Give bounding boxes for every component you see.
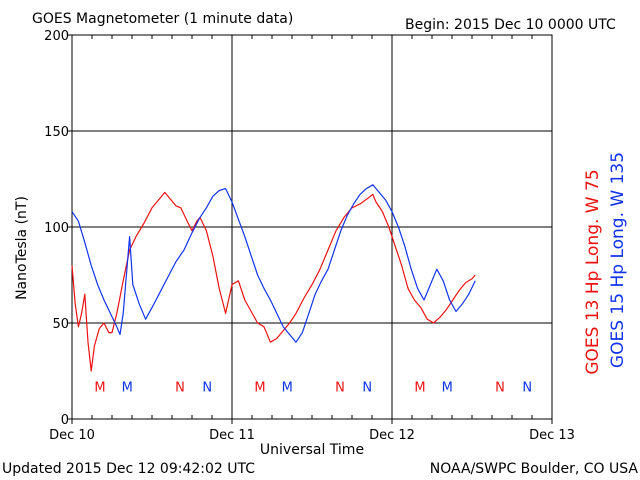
y-axis-ticks: 0 50 100 150 200	[44, 29, 72, 428]
goes15-midnight-marker: M	[282, 380, 293, 395]
goes13-noon-marker: N	[495, 380, 505, 395]
goes13-noon-marker: N	[335, 380, 345, 395]
series-layer	[71, 184, 476, 372]
y-tick-label: 200	[44, 29, 69, 44]
x-axis-label: Universal Time	[260, 442, 364, 458]
goes15-noon-marker: N	[202, 380, 212, 395]
goes13-noon-marker: N	[175, 380, 185, 395]
y-tick-label: 0	[61, 413, 69, 428]
series-goes13-line	[71, 191, 476, 372]
y-tick-label: 150	[44, 125, 69, 140]
goes13-midnight-marker: M	[414, 380, 425, 395]
goes15-midnight-marker: M	[442, 380, 453, 395]
updated-timestamp: Updated 2015 Dec 12 09:42:02 UTC	[2, 461, 255, 477]
grid-lines	[72, 35, 552, 419]
x-tick-label: Dec 13	[529, 428, 575, 443]
mn-markers: M N M N M NM N M N M N	[94, 380, 532, 395]
x-tick-label: Dec 11	[209, 428, 255, 443]
goes15-noon-marker: N	[362, 380, 372, 395]
goes15-noon-marker: N	[522, 380, 532, 395]
y-tick-label: 50	[52, 317, 69, 332]
series-goes15-line	[71, 184, 476, 343]
y-axis-label: NanoTesla (nT)	[14, 196, 30, 300]
x-tick-label: Dec 10	[49, 428, 95, 443]
y-tick-label: 100	[44, 221, 69, 236]
goes15-midnight-marker: M	[122, 380, 133, 395]
legend-goes15: GOES 15 Hp Long. W 135	[608, 152, 628, 368]
begin-label: Begin: 2015 Dec 10 0000 UTC	[405, 17, 616, 33]
x-tick-label: Dec 12	[369, 428, 415, 443]
chart-title: GOES Magnetometer (1 minute data)	[32, 11, 293, 27]
goes13-midnight-marker: M	[254, 380, 265, 395]
x-axis-ticks: Dec 10 Dec 11 Dec 12 Dec 13	[49, 35, 575, 443]
legend-goes13: GOES 13 Hp Long. W 75	[583, 169, 603, 374]
credit-label: NOAA/SWPC Boulder, CO USA	[430, 461, 639, 477]
goes13-midnight-marker: M	[94, 380, 105, 395]
